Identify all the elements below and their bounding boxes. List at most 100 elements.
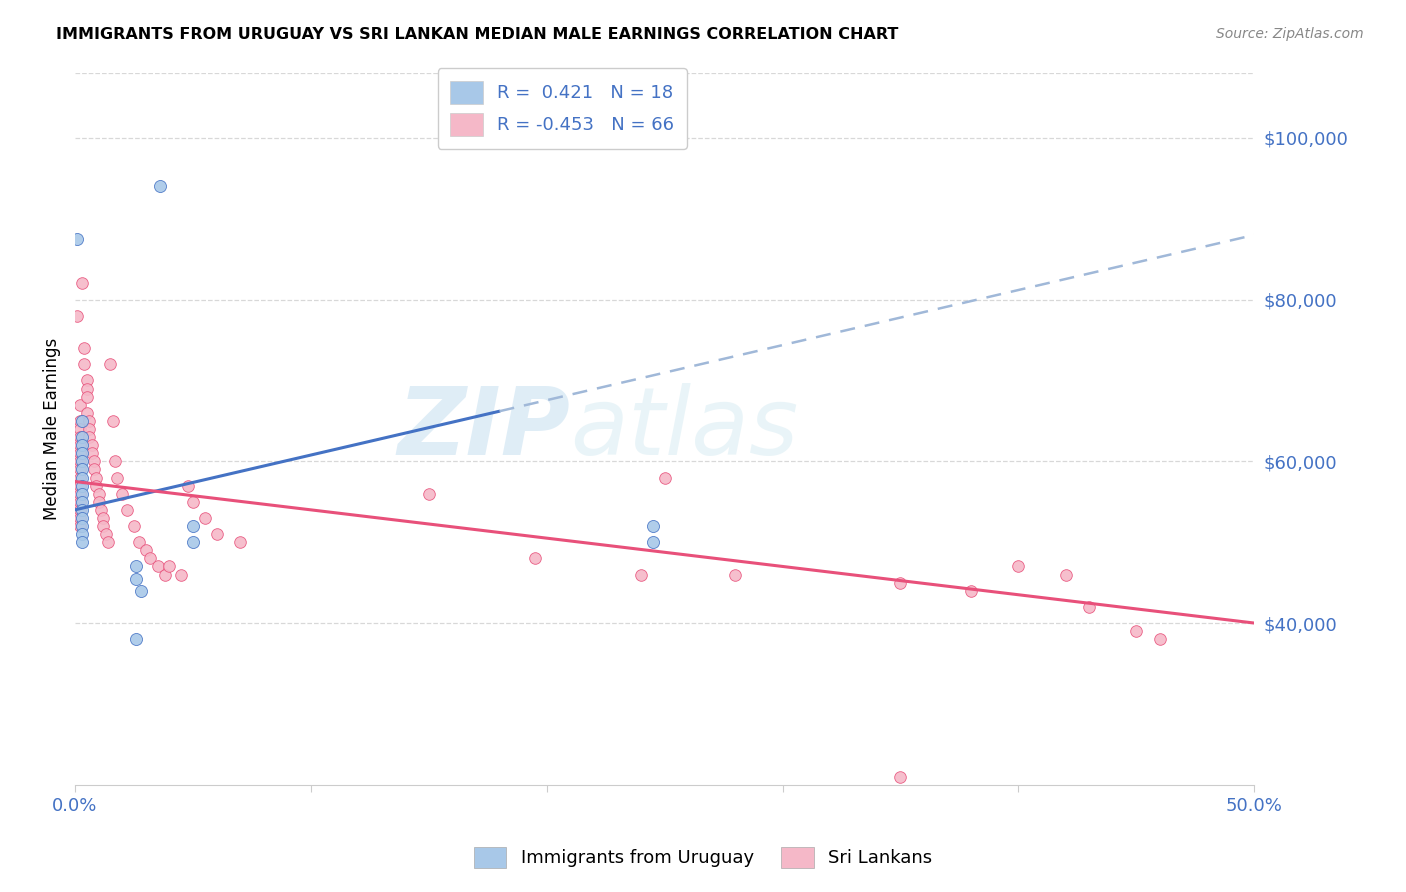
Point (66, 232, 89, 246)
Point (181, 495, 204, 509)
Text: IMMIGRANTS FROM URUGUAY VS SRI LANKAN MEDIAN MALE EARNINGS CORRELATION CHART: IMMIGRANTS FROM URUGUAY VS SRI LANKAN ME… (56, 27, 898, 42)
Y-axis label: Median Male Earnings: Median Male Earnings (44, 338, 60, 520)
Text: ZIP: ZIP (398, 383, 571, 475)
Point (70, 462, 93, 476)
Point (1007, 559, 1029, 574)
Point (87, 486, 110, 500)
Point (69, 495, 91, 509)
Point (80, 438, 103, 452)
Text: atlas: atlas (571, 384, 799, 475)
Point (194, 511, 217, 525)
Point (139, 551, 162, 566)
Point (70, 470, 93, 484)
Point (91, 519, 114, 533)
Point (889, 770, 911, 784)
Point (77, 430, 100, 444)
Point (70, 446, 93, 460)
Point (70, 438, 93, 452)
Point (641, 519, 664, 533)
Point (122, 519, 145, 533)
Point (125, 559, 148, 574)
Point (69, 422, 91, 436)
Point (73, 357, 96, 371)
Point (69, 486, 91, 500)
Point (69, 414, 91, 428)
Point (76, 390, 98, 404)
Point (889, 575, 911, 590)
Point (641, 535, 664, 549)
Point (87, 495, 110, 509)
Point (83, 462, 105, 476)
Point (69, 519, 91, 533)
Point (80, 446, 103, 460)
Point (76, 374, 98, 388)
Point (229, 535, 252, 549)
Point (418, 486, 440, 500)
Point (724, 567, 747, 582)
Point (630, 567, 652, 582)
Point (115, 503, 138, 517)
Point (129, 583, 152, 598)
Point (960, 583, 983, 598)
Point (107, 470, 129, 484)
Point (70, 454, 93, 468)
Point (1054, 567, 1077, 582)
Point (77, 414, 100, 428)
Point (69, 446, 91, 460)
Point (146, 559, 169, 574)
Point (84, 478, 107, 492)
Point (135, 543, 157, 558)
Point (100, 357, 122, 371)
Point (97, 535, 120, 549)
Point (128, 535, 150, 549)
Point (70, 495, 93, 509)
Point (70, 535, 93, 549)
Point (181, 535, 204, 549)
Point (69, 398, 91, 412)
Point (1125, 624, 1147, 639)
Point (69, 470, 91, 484)
Point (157, 559, 180, 574)
Point (94, 527, 117, 541)
Point (70, 277, 93, 291)
Point (125, 632, 148, 647)
Point (84, 470, 107, 484)
Point (205, 527, 228, 541)
Point (104, 454, 127, 468)
Legend: R =  0.421   N = 18, R = -0.453   N = 66: R = 0.421 N = 18, R = -0.453 N = 66 (437, 68, 688, 149)
Point (70, 503, 93, 517)
Point (69, 462, 91, 476)
Point (69, 511, 91, 525)
Point (69, 438, 91, 452)
Point (73, 341, 96, 355)
Point (1149, 632, 1171, 647)
Point (153, 567, 176, 582)
Point (76, 382, 98, 396)
Point (69, 478, 91, 492)
Point (149, 179, 172, 194)
Point (70, 430, 93, 444)
Point (111, 486, 134, 500)
Text: Source: ZipAtlas.com: Source: ZipAtlas.com (1216, 27, 1364, 41)
Legend: Immigrants from Uruguay, Sri Lankans: Immigrants from Uruguay, Sri Lankans (463, 836, 943, 879)
Point (177, 478, 200, 492)
Point (70, 414, 93, 428)
Point (101, 414, 124, 428)
Point (70, 478, 93, 492)
Point (77, 422, 100, 436)
Point (69, 454, 91, 468)
Point (70, 511, 93, 525)
Point (70, 519, 93, 533)
Point (76, 406, 98, 420)
Point (654, 470, 676, 484)
Point (69, 430, 91, 444)
Point (125, 572, 148, 586)
Point (69, 503, 91, 517)
Point (70, 527, 93, 541)
Point (91, 511, 114, 525)
Point (66, 309, 89, 323)
Point (1078, 599, 1101, 614)
Point (523, 551, 546, 566)
Point (70, 486, 93, 500)
Point (83, 454, 105, 468)
